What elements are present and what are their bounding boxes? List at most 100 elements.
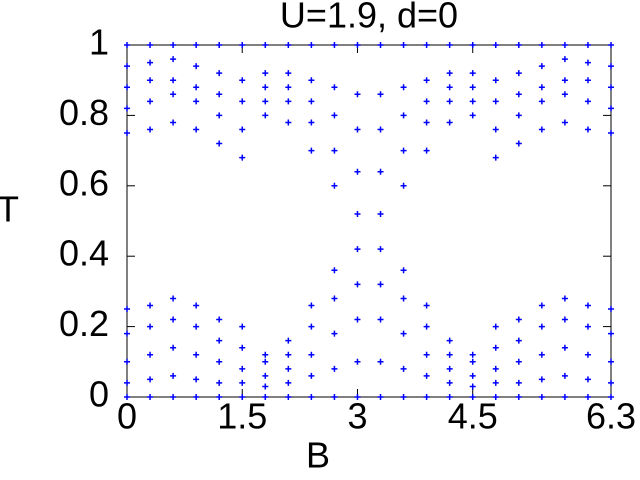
point <box>262 358 269 365</box>
point <box>331 112 338 119</box>
point <box>170 295 177 302</box>
point <box>561 77 568 84</box>
point <box>561 394 568 400</box>
point <box>492 126 499 133</box>
point <box>216 112 223 119</box>
x-tick-label: 1.5 <box>217 396 267 437</box>
point <box>216 91 223 98</box>
point <box>608 42 614 48</box>
point <box>608 84 614 91</box>
point <box>608 394 614 400</box>
point <box>262 372 269 379</box>
point <box>285 351 292 358</box>
point <box>262 70 269 77</box>
point <box>308 372 315 379</box>
point <box>124 105 130 112</box>
point <box>239 42 246 48</box>
point <box>608 330 614 337</box>
point <box>446 98 453 105</box>
point <box>262 98 269 105</box>
point <box>377 316 384 323</box>
point <box>147 126 154 133</box>
point <box>193 63 200 70</box>
point <box>423 323 430 330</box>
point <box>354 126 361 133</box>
point <box>285 365 292 372</box>
point <box>170 56 177 63</box>
point <box>308 147 315 154</box>
point <box>538 351 545 358</box>
point <box>193 376 200 383</box>
x-tick-label: 6.3 <box>586 396 636 437</box>
point <box>239 323 246 330</box>
point <box>400 267 407 274</box>
point <box>515 379 522 386</box>
point <box>538 323 545 330</box>
point <box>515 42 522 48</box>
point <box>124 84 130 91</box>
point <box>584 59 591 66</box>
point <box>239 394 246 400</box>
point <box>608 379 614 386</box>
point <box>147 394 154 400</box>
point <box>608 130 614 136</box>
point <box>538 376 545 383</box>
point <box>354 91 361 98</box>
point <box>124 42 130 48</box>
point <box>446 365 453 372</box>
point <box>354 394 361 400</box>
point <box>216 140 223 147</box>
point <box>446 119 453 126</box>
point <box>331 330 338 337</box>
point <box>492 42 499 48</box>
point <box>423 119 430 126</box>
point <box>331 84 338 91</box>
y-tick-label: 0.8 <box>59 92 109 133</box>
point <box>515 140 522 147</box>
point <box>147 351 154 358</box>
point <box>377 210 384 217</box>
point <box>377 168 384 175</box>
point <box>239 98 246 105</box>
point <box>285 42 292 48</box>
point <box>147 77 154 84</box>
point <box>193 42 200 48</box>
point <box>400 394 407 400</box>
point <box>561 344 568 351</box>
point <box>331 365 338 372</box>
point <box>308 77 315 84</box>
point <box>492 323 499 330</box>
point <box>423 372 430 379</box>
point <box>262 394 269 400</box>
point <box>285 394 292 400</box>
point <box>216 394 223 400</box>
x-tick-label: 0 <box>117 396 137 437</box>
point <box>331 147 338 154</box>
point <box>538 394 545 400</box>
point <box>285 337 292 344</box>
point <box>446 379 453 386</box>
point <box>239 344 246 351</box>
point <box>515 358 522 365</box>
x-tick-label: 3 <box>347 396 367 437</box>
point <box>308 302 315 309</box>
point <box>216 358 223 365</box>
point <box>492 365 499 372</box>
point <box>400 112 407 119</box>
point <box>285 98 292 105</box>
point <box>124 379 130 386</box>
point <box>469 372 476 379</box>
point <box>608 105 614 112</box>
point <box>446 70 453 77</box>
point <box>584 394 591 400</box>
point <box>400 147 407 154</box>
point <box>308 394 315 400</box>
point <box>561 295 568 302</box>
point <box>193 84 200 91</box>
point <box>262 84 269 91</box>
point <box>561 316 568 323</box>
point <box>584 42 591 48</box>
point <box>446 84 453 91</box>
